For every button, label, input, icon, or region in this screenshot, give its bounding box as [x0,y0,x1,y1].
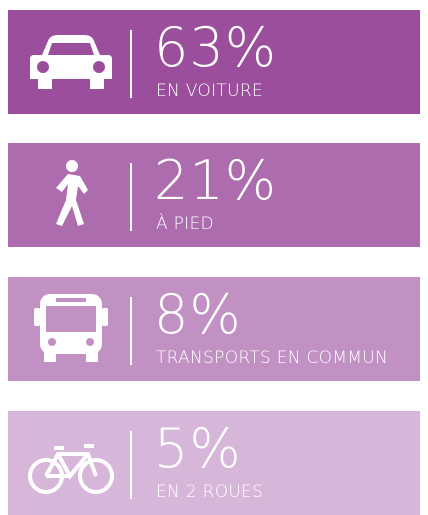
tile: 63% EN VOITURE [8,10,420,114]
stat-label: EN 2 ROUES [156,482,264,502]
divider [130,163,132,231]
stat-label: EN VOITURE [156,81,263,101]
stat-value: 5% [154,417,242,480]
tile: 8% TRANSPORTS EN COMMUN [8,277,420,381]
divider [130,431,132,499]
divider [130,30,132,98]
bus-icon [34,294,108,362]
stat-value: 8% [154,283,242,346]
walker-icon [56,160,88,226]
bike-icon [28,444,114,494]
stat-value: 63% [154,16,278,79]
car-icon [30,35,112,89]
tile: 5% EN 2 ROUES [8,411,420,515]
stat-value: 21% [154,149,278,212]
stat-label: TRANSPORTS EN COMMUN [156,348,389,368]
divider [130,297,132,365]
tile: 21% À PIED [8,143,420,247]
stat-label: À PIED [156,214,214,234]
